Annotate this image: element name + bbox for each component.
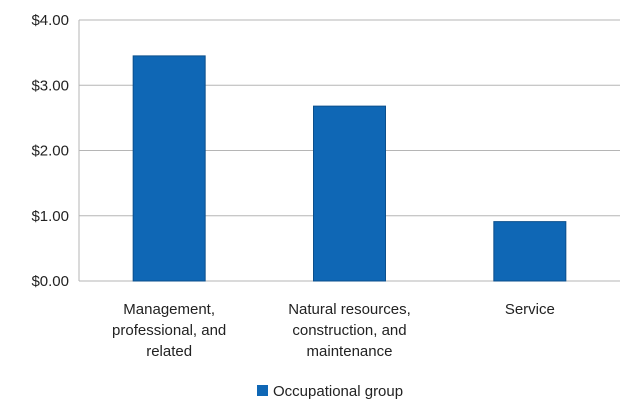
legend-swatch <box>257 385 268 396</box>
legend: Occupational group <box>257 383 403 400</box>
legend-label: Occupational group <box>273 383 403 400</box>
bars <box>132 55 567 282</box>
x-tick-label: Service <box>505 301 555 318</box>
y-tick-label: $4.00 <box>31 12 69 29</box>
y-tick-label: $2.00 <box>31 143 69 160</box>
x-tick-label: Natural resources, construction, and maint… <box>288 301 411 360</box>
x-tick-label: Management, professional, and related <box>112 301 226 360</box>
x-axis-labels: Management, professional, and related Natur… <box>112 301 555 360</box>
bar <box>493 221 567 282</box>
y-tick-label: $1.00 <box>31 208 69 225</box>
y-axis: $0.00 $1.00 $2.00 $3.00 $4.00 <box>31 12 80 290</box>
y-tick-label: $0.00 <box>31 273 69 290</box>
bar <box>132 55 206 282</box>
y-tick-label: $3.00 <box>31 77 69 94</box>
bar <box>313 105 386 282</box>
